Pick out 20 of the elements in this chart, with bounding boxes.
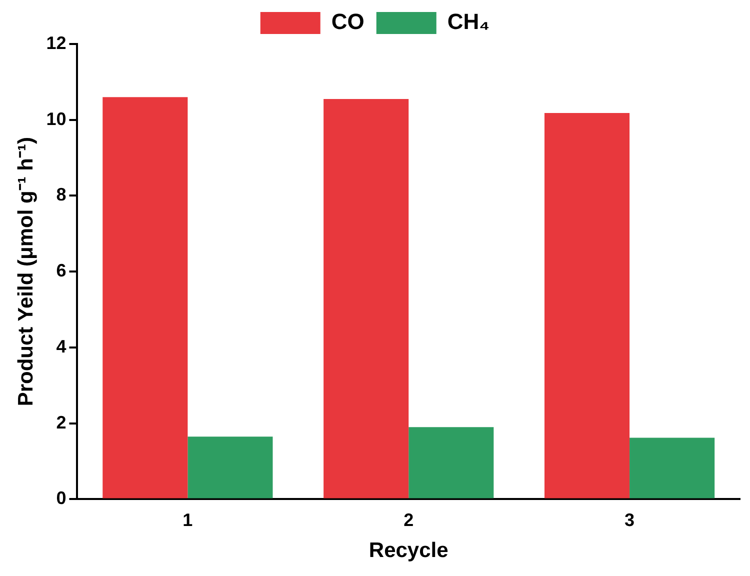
bar [324, 99, 409, 498]
y-tick-label: 0 [56, 488, 66, 508]
y-axis-title: Product Yeild (μmol g⁻¹ h⁻¹) [14, 137, 38, 406]
bar [544, 113, 630, 498]
legend-label: CO [331, 9, 364, 34]
y-tick-label: 12 [46, 32, 66, 53]
y-tick-label: 8 [56, 184, 66, 205]
y-tick-label: 2 [56, 412, 66, 432]
y-tick-label: 6 [56, 260, 66, 281]
x-tick-label: 2 [404, 510, 414, 530]
y-tick-label: 4 [56, 336, 66, 356]
bar [630, 438, 715, 498]
bar [102, 97, 188, 498]
legend-label: CH₄ [447, 9, 490, 34]
x-tick-label: 3 [624, 510, 635, 530]
bar [408, 427, 494, 498]
x-axis-title: Recycle [368, 539, 448, 562]
bar [188, 436, 273, 498]
y-tick-label: 10 [46, 108, 66, 129]
x-tick-label: 1 [182, 510, 193, 530]
